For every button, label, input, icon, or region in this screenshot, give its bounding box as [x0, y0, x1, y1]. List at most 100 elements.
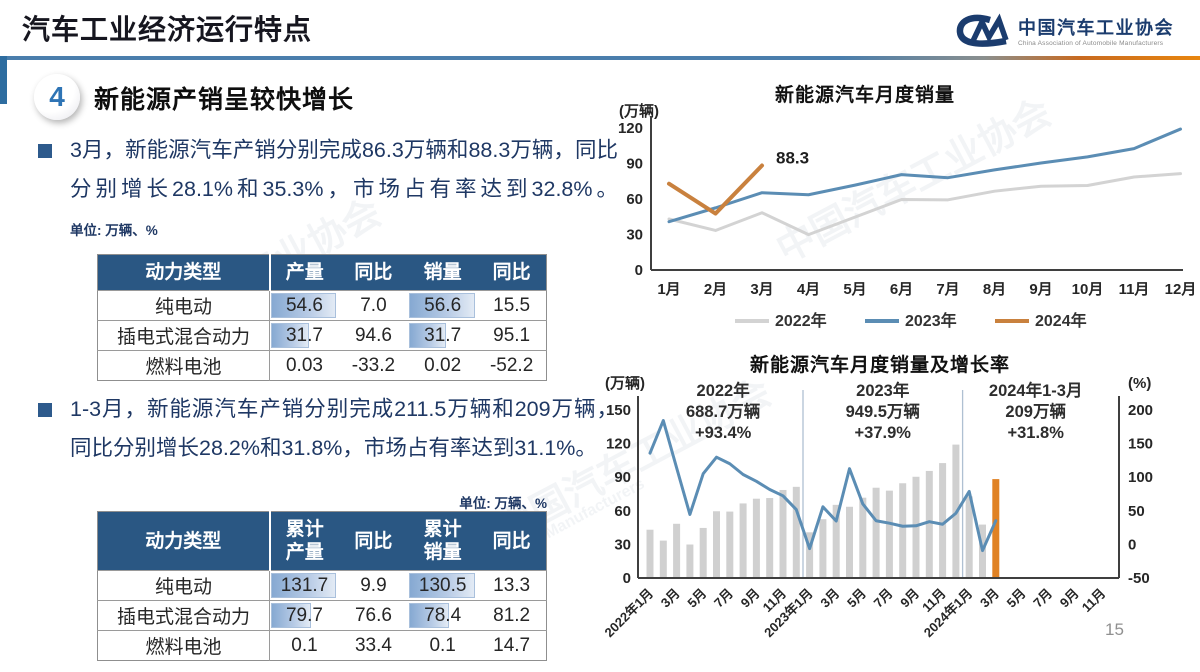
svg-text:5月: 5月: [684, 586, 709, 611]
column-header: 同比: [477, 254, 547, 291]
svg-text:5月: 5月: [843, 281, 866, 298]
cumulative-production-sales-table: 动力类型 累计 产量 同比 累计 销量 同比 纯电动 131.7 9.9 130.5 13.3 插…: [97, 511, 547, 661]
sales-growth-chart-title: 新能源汽车月度销量及增长率: [749, 355, 1010, 376]
column-header: 同比: [477, 511, 547, 571]
value-cell: 81.2: [477, 600, 547, 631]
row-label-cell: 纯电动: [97, 290, 271, 321]
svg-text:2022年1月: 2022年1月: [602, 586, 657, 641]
svg-text:949.5万辆: 949.5万辆: [846, 401, 920, 421]
header-divider: [0, 56, 1200, 60]
svg-text:7月: 7月: [711, 586, 736, 611]
svg-text:+31.8%: +31.8%: [1007, 424, 1064, 442]
value-cell: 33.4: [338, 630, 409, 661]
svg-text:9月: 9月: [1057, 586, 1082, 611]
svg-text:120: 120: [618, 120, 643, 137]
svg-text:30: 30: [614, 536, 631, 553]
unit-label: 单位: 万辆、%: [70, 223, 158, 238]
value-cell: 31.7: [269, 320, 339, 351]
svg-text:150: 150: [1128, 436, 1153, 453]
value-cell: 9.9: [338, 570, 409, 601]
value-cell: 0.03: [269, 350, 339, 381]
svg-text:3月: 3月: [977, 586, 1002, 611]
bullet-q1-summary: 1-3月，新能源汽车产销分别完成211.5万辆和209万辆，同比分别增长28.2…: [36, 390, 618, 468]
svg-text:0: 0: [1128, 536, 1136, 553]
bullet-marker: [38, 144, 52, 158]
svg-text:688.7万辆: 688.7万辆: [686, 401, 760, 421]
row-label-cell: 插电式混合动力: [97, 600, 271, 631]
value-cell: 94.6: [338, 320, 409, 351]
bullet-text: 1-3月，新能源汽车产销分别完成211.5万辆和209万辆，同比分别增长28.2…: [70, 397, 618, 460]
value-cell: 54.6: [269, 290, 339, 321]
value-cell: 13.3: [477, 570, 547, 601]
svg-text:9月: 9月: [1029, 281, 1052, 298]
svg-text:0: 0: [635, 262, 643, 279]
svg-text:2023年: 2023年: [905, 311, 957, 330]
svg-text:200: 200: [1128, 402, 1153, 419]
value-cell: 78.4: [408, 600, 478, 631]
section-title: 新能源产销呈较快增长: [94, 86, 355, 114]
value-cell: 79.7: [269, 600, 339, 631]
row-label-cell: 燃料电池: [97, 630, 271, 661]
monthly-sales-line-chart: (万辆) 0 30 60 90 120 1月 2月 3月 4月 5月 6月 7月 8月 9月 10月 11月 12…: [618, 102, 1195, 330]
svg-text:10月: 10月: [1072, 281, 1104, 298]
column-header: 销量: [408, 254, 478, 291]
svg-text:7月: 7月: [871, 586, 896, 611]
svg-text:60: 60: [614, 503, 631, 520]
svg-text:11月: 11月: [1079, 586, 1109, 616]
svg-text:120: 120: [606, 436, 631, 453]
value-cell: 56.6: [408, 290, 478, 321]
svg-text:+93.4%: +93.4%: [695, 424, 752, 442]
svg-text:4月: 4月: [797, 281, 820, 298]
cell-databar: [409, 603, 449, 628]
column-header: 同比: [338, 511, 409, 571]
table-header-row: 动力类型 累计 产量 同比 累计 销量 同比: [97, 511, 547, 571]
page-title: 汽车工业经济运行特点: [22, 14, 313, 45]
value-cell: 15.5: [477, 290, 547, 321]
cell-databar: [271, 323, 309, 348]
svg-text:1月: 1月: [657, 281, 680, 298]
sales-growth-combo-chart: 0 30 60 90 120 150 -50 0 50 100 150 200 (万辆) (%) 2022年…: [602, 376, 1153, 641]
svg-text:11月: 11月: [1119, 281, 1150, 298]
value-cell: 76.6: [338, 600, 409, 631]
svg-text:2023年: 2023年: [856, 380, 910, 400]
value-cell: 131.7: [269, 570, 339, 601]
left-accent-strip: [0, 56, 7, 104]
column-header: 同比: [338, 254, 409, 291]
svg-text:(%): (%): [1128, 376, 1151, 392]
row-label-cell: 插电式混合动力: [97, 320, 271, 351]
svg-text:-50: -50: [1128, 570, 1150, 587]
svg-text:6月: 6月: [890, 281, 913, 298]
table-row: 燃料电池 0.03 -33.2 0.02 -52.2: [97, 350, 547, 381]
value-cell: 95.1: [477, 320, 547, 351]
svg-text:3月: 3月: [817, 586, 842, 611]
cell-databar: [271, 603, 311, 628]
svg-text:2024年: 2024年: [1035, 311, 1087, 330]
svg-text:2024年1-3月: 2024年1-3月: [989, 380, 1083, 400]
table-row: 插电式混合动力 79.7 76.6 78.4 81.2: [97, 600, 547, 631]
bullet-marker: [38, 403, 52, 417]
table-header-row: 动力类型 产量 同比 销量 同比: [97, 254, 547, 291]
svg-text:0: 0: [623, 570, 631, 587]
svg-text:(万辆): (万辆): [605, 376, 645, 392]
value-cell: 0.1: [408, 630, 478, 661]
value-cell: -33.2: [338, 350, 409, 381]
svg-text:100: 100: [1128, 469, 1153, 486]
svg-text:90: 90: [614, 469, 631, 486]
table-row: 纯电动 54.6 7.0 56.6 15.5: [97, 290, 547, 321]
svg-text:+37.9%: +37.9%: [855, 424, 912, 442]
column-header: 动力类型: [97, 511, 271, 571]
value-cell: 31.7: [408, 320, 478, 351]
bullet-march-summary: 3月，新能源汽车产销分别完成86.3万辆和88.3万辆，同比分别增长28.1%和…: [36, 131, 618, 250]
svg-text:12月: 12月: [1165, 281, 1195, 298]
unit-label: 单位: 万辆、%: [459, 496, 547, 511]
svg-text:5月: 5月: [844, 586, 869, 611]
cell-databar: [271, 293, 337, 318]
table-row: 燃料电池 0.1 33.4 0.1 14.7: [97, 630, 547, 661]
svg-text:30: 30: [626, 227, 643, 244]
svg-text:5月: 5月: [1004, 586, 1029, 611]
column-header: 累计 销量: [408, 511, 478, 571]
value-cell: -52.2: [477, 350, 547, 381]
svg-text:9月: 9月: [897, 586, 922, 611]
table-row: 插电式混合动力 31.7 94.6 31.7 95.1: [97, 320, 547, 351]
